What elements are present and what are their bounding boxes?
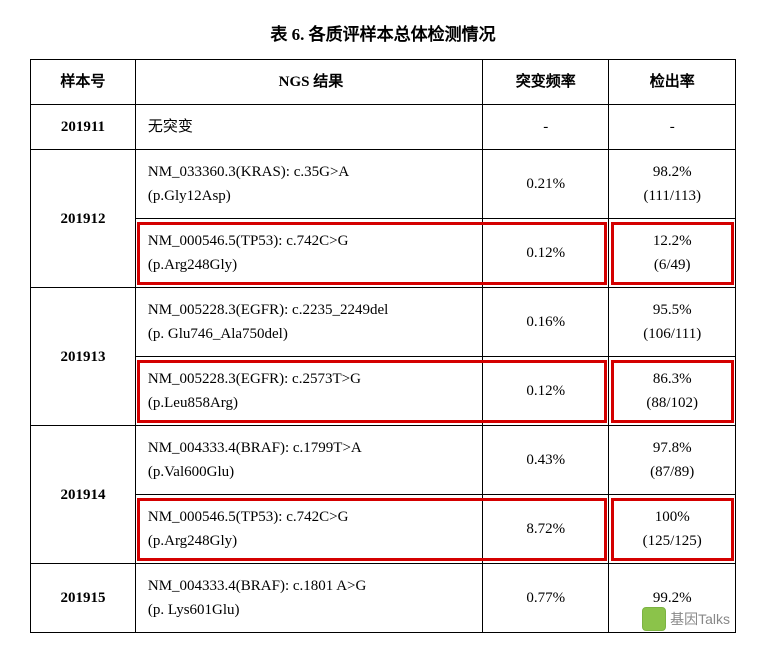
table-header-row: 样本号 NGS 结果 突变频率 检出率 — [31, 60, 736, 105]
ngs-line-1: NM_004333.4(BRAF): c.1799T>A — [148, 436, 474, 460]
freq-cell: 0.16% — [482, 288, 609, 357]
ngs-line-1: NM_000546.5(TP53): c.742C>G — [148, 229, 474, 253]
rate-cell: 98.2%(111/113) — [609, 150, 736, 219]
table-row: 201914NM_004333.4(BRAF): c.1799T>A(p.Val… — [31, 426, 736, 495]
ngs-cell: NM_005228.3(EGFR): c.2235_2249del(p. Glu… — [135, 288, 482, 357]
rate-line-1: 97.8% — [617, 436, 727, 460]
col-header-freq: 突变频率 — [482, 60, 609, 105]
rate-line-1: 12.2% — [617, 229, 727, 253]
table-row: 201911无突变-- — [31, 105, 736, 150]
freq-cell: 0.21% — [482, 150, 609, 219]
ngs-cell: 无突变 — [135, 105, 482, 150]
table-container: 样本号 NGS 结果 突变频率 检出率 201911无突变--201912NM_… — [30, 59, 736, 633]
ngs-line-2: (p. Lys601Glu) — [148, 598, 474, 622]
detection-table: 样本号 NGS 结果 突变频率 检出率 201911无突变--201912NM_… — [30, 59, 736, 633]
table-title: 表 6. 各质评样本总体检测情况 — [30, 20, 736, 45]
sample-cell: 201911 — [31, 105, 136, 150]
rate-cell: 12.2%(6/49) — [609, 219, 736, 288]
freq-cell: 0.12% — [482, 357, 609, 426]
rate-line-2: (106/111) — [617, 322, 727, 346]
sample-cell: 201915 — [31, 564, 136, 633]
ngs-line-2: (p. Glu746_Ala750del) — [148, 322, 474, 346]
ngs-line-2: (p.Gly12Asp) — [148, 184, 474, 208]
ngs-cell: NM_004333.4(BRAF): c.1799T>A(p.Val600Glu… — [135, 426, 482, 495]
rate-line-2: (6/49) — [617, 253, 727, 277]
sample-cell: 201913 — [31, 288, 136, 426]
ngs-line-2: (p.Arg248Gly) — [148, 529, 474, 553]
freq-cell: 0.12% — [482, 219, 609, 288]
sample-cell: 201914 — [31, 426, 136, 564]
col-header-sample: 样本号 — [31, 60, 136, 105]
rate-cell: 86.3%(88/102) — [609, 357, 736, 426]
table-row: NM_005228.3(EGFR): c.2573T>G(p.Leu858Arg… — [31, 357, 736, 426]
rate-line-2: (87/89) — [617, 460, 727, 484]
rate-line-2: (88/102) — [617, 391, 727, 415]
rate-cell: 97.8%(87/89) — [609, 426, 736, 495]
ngs-line-1: NM_004333.4(BRAF): c.1801 A>G — [148, 574, 474, 598]
rate-cell: 95.5%(106/111) — [609, 288, 736, 357]
ngs-line-1: NM_005228.3(EGFR): c.2235_2249del — [148, 298, 474, 322]
freq-cell: 0.43% — [482, 426, 609, 495]
ngs-line-1: NM_000546.5(TP53): c.742C>G — [148, 505, 474, 529]
rate-line-1: 86.3% — [617, 367, 727, 391]
wechat-icon — [642, 607, 666, 631]
ngs-cell: NM_004333.4(BRAF): c.1801 A>G(p. Lys601G… — [135, 564, 482, 633]
rate-cell: - — [609, 105, 736, 150]
ngs-cell: NM_005228.3(EGFR): c.2573T>G(p.Leu858Arg… — [135, 357, 482, 426]
table-row: 201912NM_033360.3(KRAS): c.35G>A(p.Gly12… — [31, 150, 736, 219]
ngs-line-1: 无突变 — [148, 115, 474, 139]
rate-line-1: 95.5% — [617, 298, 727, 322]
table-row: NM_000546.5(TP53): c.742C>G(p.Arg248Gly)… — [31, 219, 736, 288]
table-row: NM_000546.5(TP53): c.742C>G(p.Arg248Gly)… — [31, 495, 736, 564]
ngs-cell: NM_033360.3(KRAS): c.35G>A(p.Gly12Asp) — [135, 150, 482, 219]
rate-line-1: 100% — [617, 505, 727, 529]
sample-cell: 201912 — [31, 150, 136, 288]
freq-cell: 0.77% — [482, 564, 609, 633]
col-header-ngs: NGS 结果 — [135, 60, 482, 105]
rate-line-2: (111/113) — [617, 184, 727, 208]
watermark: 基因Talks — [642, 607, 730, 631]
rate-cell: 100%(125/125) — [609, 495, 736, 564]
ngs-line-2: (p.Arg248Gly) — [148, 253, 474, 277]
ngs-line-2: (p.Leu858Arg) — [148, 391, 474, 415]
rate-line-1: - — [617, 115, 727, 139]
ngs-line-1: NM_033360.3(KRAS): c.35G>A — [148, 160, 474, 184]
ngs-cell: NM_000546.5(TP53): c.742C>G(p.Arg248Gly) — [135, 219, 482, 288]
watermark-text: 基因Talks — [670, 609, 730, 629]
col-header-rate: 检出率 — [609, 60, 736, 105]
freq-cell: 8.72% — [482, 495, 609, 564]
rate-line-1: 98.2% — [617, 160, 727, 184]
table-row: 201915NM_004333.4(BRAF): c.1801 A>G(p. L… — [31, 564, 736, 633]
table-row: 201913NM_005228.3(EGFR): c.2235_2249del(… — [31, 288, 736, 357]
rate-line-2: (125/125) — [617, 529, 727, 553]
ngs-line-2: (p.Val600Glu) — [148, 460, 474, 484]
ngs-cell: NM_000546.5(TP53): c.742C>G(p.Arg248Gly) — [135, 495, 482, 564]
ngs-line-1: NM_005228.3(EGFR): c.2573T>G — [148, 367, 474, 391]
freq-cell: - — [482, 105, 609, 150]
